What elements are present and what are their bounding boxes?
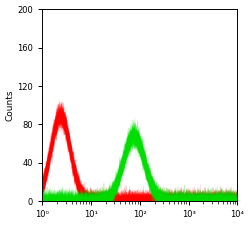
- Y-axis label: Counts: Counts: [6, 90, 15, 121]
